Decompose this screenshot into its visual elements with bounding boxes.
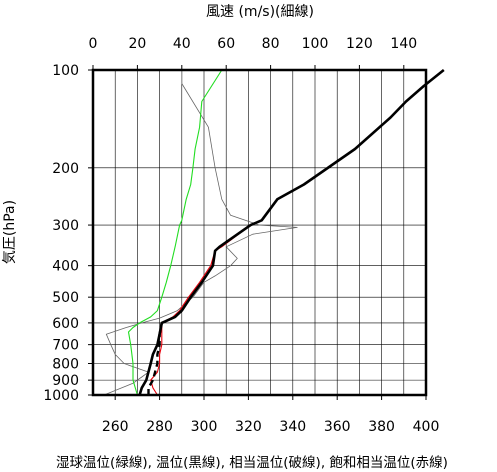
y-tick-label: 200: [52, 161, 79, 177]
y-tick-label: 600: [52, 316, 79, 332]
grid-lines: [92, 69, 427, 396]
theta-line: [138, 68, 445, 396]
y-tick-label: 100: [52, 63, 79, 79]
bottom-axis-label: 湿球温位(緑線), 温位(黒線), 相当温位(破線), 飽和相当温位(赤線): [56, 455, 448, 471]
bottom-tick-label: 380: [368, 419, 395, 435]
top-tick-label: 20: [128, 36, 146, 52]
top-tick-label: 100: [302, 36, 329, 52]
bottom-tick-label: 340: [279, 419, 306, 435]
bottom-tick-label: 260: [102, 419, 129, 435]
y-tick-label: 700: [52, 338, 79, 354]
top-tick-label: 120: [346, 36, 373, 52]
bottom-tick-label: 400: [413, 419, 440, 435]
y-tick-label: 500: [52, 290, 79, 306]
top-tick-label: 140: [390, 36, 417, 52]
wet-bulb-theta-line: [127, 69, 223, 396]
bottom-tick-label: 300: [191, 419, 218, 435]
top-axis-label: 風速 (m/s)(細線): [206, 4, 314, 20]
bottom-tick-label: 320: [235, 419, 262, 435]
bottom-tick-label: 280: [146, 419, 173, 435]
top-tick-label: 60: [217, 36, 235, 52]
saturated-theta-e-line: [150, 69, 445, 396]
y-tick-label: 900: [52, 373, 79, 389]
y-tick-label: 800: [52, 357, 79, 373]
series-lines: [103, 68, 445, 396]
wind-speed-line: [103, 70, 298, 396]
top-tick-label: 80: [262, 36, 280, 52]
tick-labels: 0 20 40 60 80 100 120 140 260 280 300 320 340 360 380 4…: [43, 36, 439, 435]
top-tick-label: 0: [89, 36, 98, 52]
y-axis-label: 気圧(hPa): [2, 200, 18, 264]
y-tick-label: 400: [52, 259, 79, 275]
bottom-tick-label: 360: [324, 419, 351, 435]
top-tick-label: 40: [173, 36, 191, 52]
y-tick-label: 1000: [43, 388, 79, 404]
plot-frame: [91, 68, 428, 397]
y-tick-label: 300: [52, 218, 79, 234]
